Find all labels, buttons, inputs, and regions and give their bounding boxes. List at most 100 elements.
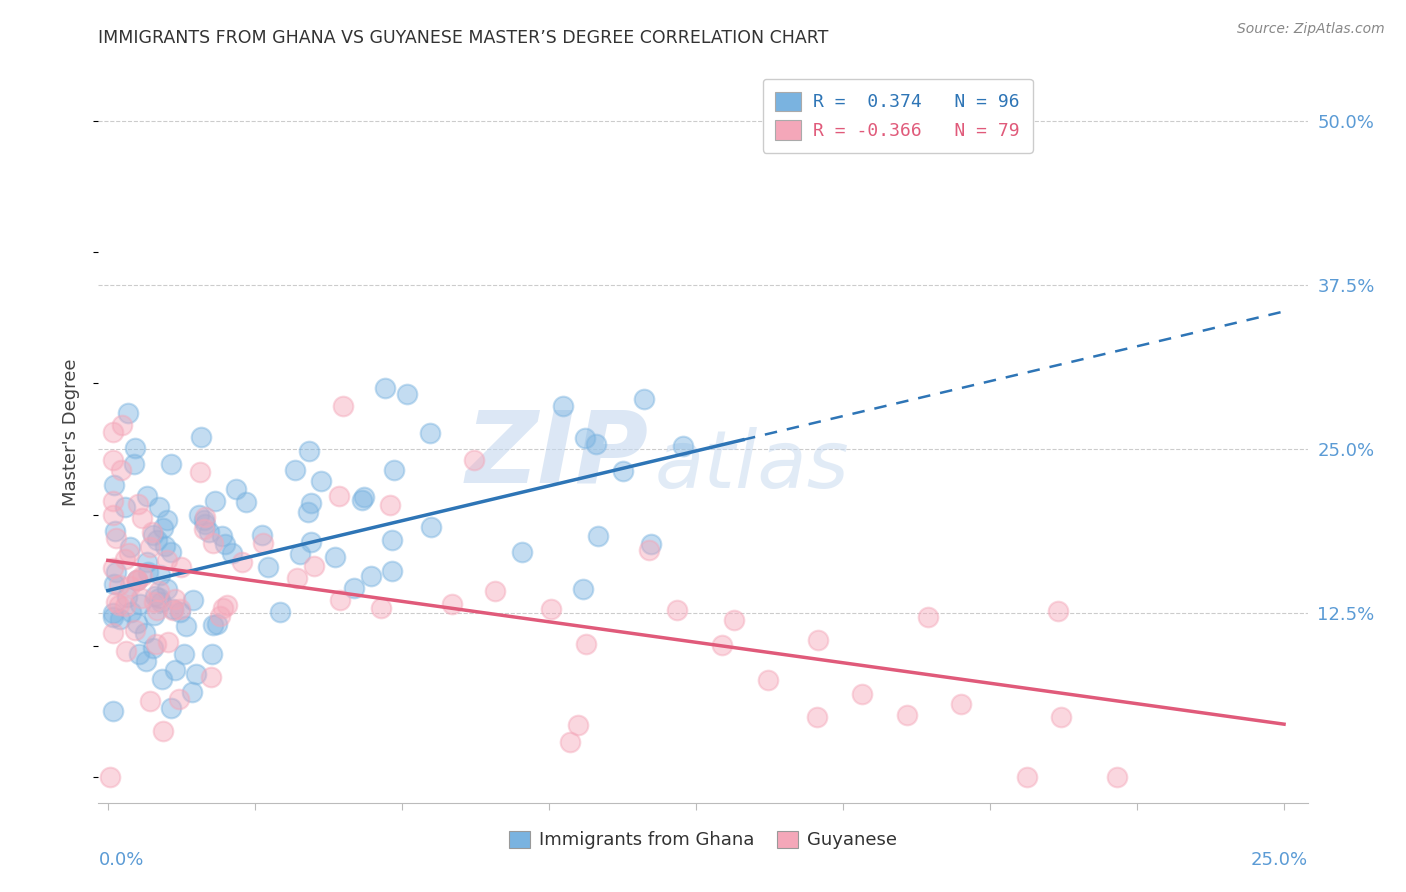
Point <box>353 490 375 504</box>
Point <box>288 547 311 561</box>
Point <box>188 466 211 480</box>
Point <box>297 505 319 519</box>
Point <box>574 431 596 445</box>
Point <box>124 457 146 471</box>
Point <box>101 508 124 522</box>
Point <box>114 551 136 566</box>
Point <box>640 537 662 551</box>
Point <box>162 602 184 616</box>
Point <box>148 591 170 605</box>
Point <box>896 707 918 722</box>
Point <box>169 560 191 574</box>
Point <box>1047 604 1070 618</box>
Point <box>157 634 180 648</box>
Point <box>806 710 828 724</box>
Point <box>1017 770 1039 784</box>
Point <box>211 529 233 543</box>
Point <box>463 453 485 467</box>
Point <box>215 599 238 613</box>
Point <box>141 525 163 540</box>
Text: ZIP: ZIP <box>465 407 648 503</box>
Point <box>156 552 179 566</box>
Point <box>125 574 148 588</box>
Point <box>101 425 124 439</box>
Point <box>114 500 136 514</box>
Point <box>103 524 125 539</box>
Point <box>142 641 165 656</box>
Text: atlas: atlas <box>655 427 849 505</box>
Point <box>156 582 179 597</box>
Point <box>127 574 149 588</box>
Point <box>101 561 124 575</box>
Text: Source: ZipAtlas.com: Source: ZipAtlas.com <box>1237 22 1385 37</box>
Point <box>284 463 307 477</box>
Point <box>108 578 131 592</box>
Point <box>101 626 124 640</box>
Point <box>118 540 141 554</box>
Point <box>419 425 441 440</box>
Point <box>194 516 217 531</box>
Point <box>149 567 172 582</box>
Point <box>221 545 243 559</box>
Point <box>299 495 322 509</box>
Point <box>101 704 124 718</box>
Point <box>382 463 405 477</box>
Point <box>250 527 273 541</box>
Point <box>184 666 207 681</box>
Point <box>194 510 217 524</box>
Point <box>135 654 157 668</box>
Point <box>148 500 170 514</box>
Point <box>136 489 159 503</box>
Point <box>128 648 150 662</box>
Point <box>131 569 153 583</box>
Point <box>169 602 191 616</box>
Text: 0.0%: 0.0% <box>98 851 143 869</box>
Point <box>540 602 562 616</box>
Point <box>370 601 392 615</box>
Point <box>190 430 212 444</box>
Point <box>108 611 131 625</box>
Point <box>153 540 176 554</box>
Point <box>103 478 125 492</box>
Point <box>671 439 693 453</box>
Point <box>342 581 364 595</box>
Point <box>145 637 167 651</box>
Point <box>139 694 162 708</box>
Point <box>143 595 166 609</box>
Point <box>138 566 160 580</box>
Point <box>360 569 382 583</box>
Point <box>920 114 942 128</box>
Point <box>181 592 204 607</box>
Point <box>299 534 322 549</box>
Point <box>134 626 156 640</box>
Point <box>758 673 780 687</box>
Point <box>193 513 215 527</box>
Text: 25.0%: 25.0% <box>1250 851 1308 869</box>
Point <box>235 495 257 509</box>
Point <box>208 609 231 624</box>
Point <box>105 565 128 579</box>
Point <box>145 533 167 547</box>
Point <box>115 644 138 658</box>
Point <box>328 489 350 503</box>
Point <box>174 619 197 633</box>
Point <box>256 560 278 574</box>
Point <box>309 474 332 488</box>
Point <box>107 598 129 612</box>
Point <box>114 599 136 613</box>
Point <box>202 535 225 549</box>
Point <box>173 647 195 661</box>
Point <box>851 687 873 701</box>
Point <box>169 605 191 619</box>
Point <box>101 610 124 624</box>
Point <box>285 571 308 585</box>
Point <box>201 648 224 662</box>
Point <box>162 602 184 616</box>
Point <box>110 463 132 477</box>
Point <box>167 692 190 706</box>
Point <box>159 545 181 559</box>
Point <box>381 564 404 578</box>
Point <box>350 493 373 508</box>
Point <box>205 616 228 631</box>
Legend: Immigrants from Ghana, Guyanese: Immigrants from Ghana, Guyanese <box>502 823 904 856</box>
